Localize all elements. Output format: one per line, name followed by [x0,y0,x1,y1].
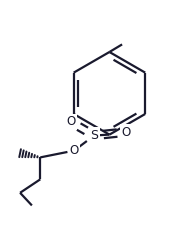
Text: O: O [122,125,131,139]
Text: O: O [69,144,79,157]
Text: S: S [90,129,98,142]
Text: O: O [66,116,75,128]
